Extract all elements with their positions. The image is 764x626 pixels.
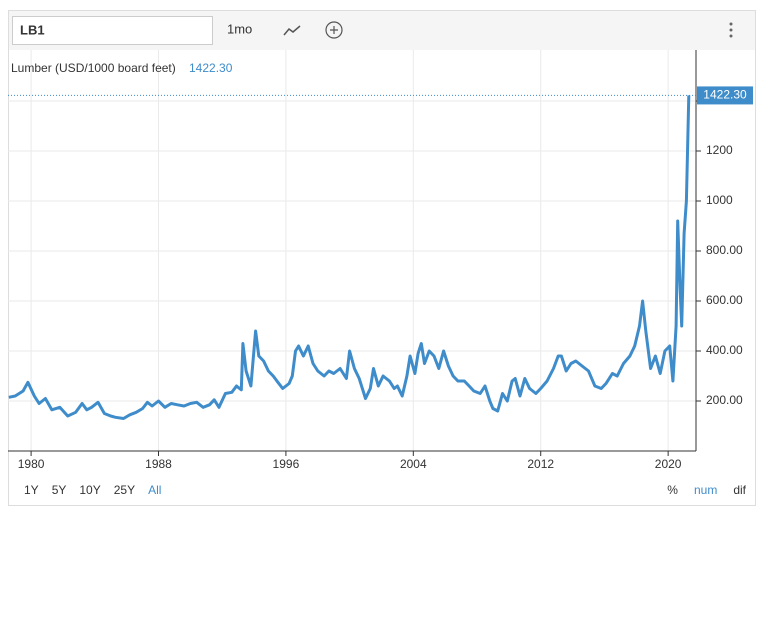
symbol-input[interactable] <box>12 16 213 45</box>
frequency-button[interactable]: 1mo <box>227 21 252 36</box>
legend-value: 1422.30 <box>189 61 233 75</box>
range-button[interactable]: 5Y <box>52 483 67 497</box>
y-tick-label: 200.00 <box>706 393 743 407</box>
x-tick-label: 2004 <box>400 457 427 471</box>
legend-name: Lumber (USD/1000 board feet) <box>11 61 176 75</box>
add-icon-plus <box>330 26 338 34</box>
range-button[interactable]: 1Y <box>24 483 39 497</box>
last-value-box <box>697 86 753 105</box>
menu-icon[interactable] <box>729 22 733 38</box>
x-tick-label: 2012 <box>527 457 554 471</box>
y-tick-label: 1200 <box>706 143 733 157</box>
mode-button[interactable]: dif <box>733 483 746 497</box>
y-tick-label: 800.00 <box>706 243 743 257</box>
range-button[interactable]: 25Y <box>114 483 135 497</box>
x-tick-label: 2020 <box>655 457 682 471</box>
mode-button[interactable]: % <box>667 483 678 497</box>
chart-type-icon[interactable] <box>283 25 301 36</box>
widget-frame <box>8 10 756 506</box>
y-tick-label: 1000 <box>706 193 733 207</box>
symbol-text: LB1 <box>20 22 45 37</box>
controls: 1Y 5Y 10Y 25Y All dif num% <box>24 483 747 497</box>
y-tick-label: 400.00 <box>706 343 743 357</box>
mode-button[interactable]: num <box>694 483 717 497</box>
range-button[interactable]: 10Y <box>79 483 100 497</box>
add-icon[interactable] <box>325 21 343 39</box>
x-tick-label: 1996 <box>273 457 300 471</box>
plot: 200.00400.00600.00800.001000120014001980… <box>8 50 753 471</box>
last-value-label: 1422.30 <box>703 88 747 102</box>
x-tick-label: 1988 <box>145 457 172 471</box>
series-line <box>8 95 691 420</box>
y-tick-label: 600.00 <box>706 293 743 307</box>
x-tick-label: 1980 <box>18 457 45 471</box>
range-button[interactable]: All <box>148 483 161 497</box>
